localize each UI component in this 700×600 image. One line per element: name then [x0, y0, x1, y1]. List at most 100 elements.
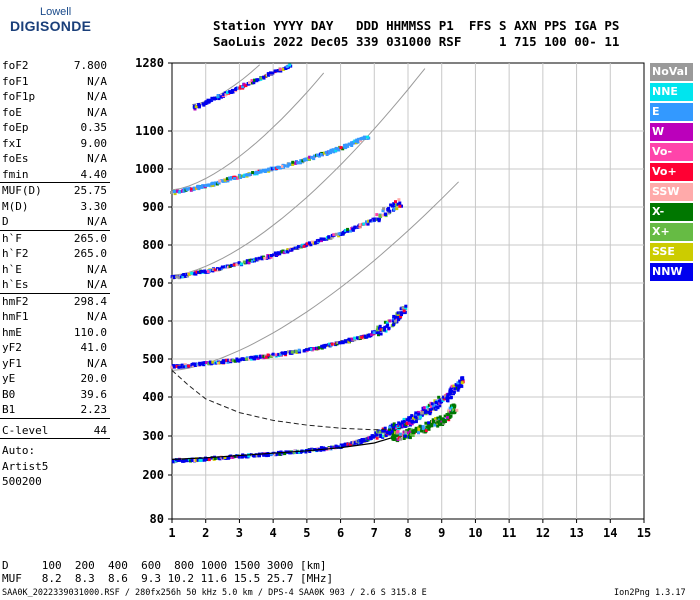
echo-point [298, 350, 301, 354]
x-tick-label: 1 [168, 526, 175, 540]
echo-point [407, 428, 411, 432]
echo-point [237, 455, 241, 459]
echo-point [297, 450, 301, 454]
echo-point [448, 392, 452, 396]
y-tick-label: 80 [150, 512, 164, 526]
echo-point [177, 458, 181, 462]
echo-point [197, 103, 201, 106]
param-row: hmF2 298.4 [0, 294, 110, 310]
echo-point [173, 274, 177, 278]
echo-point [421, 425, 425, 429]
x-tick-label: 7 [371, 526, 378, 540]
echo-point [443, 414, 447, 418]
echo-point [358, 336, 362, 339]
echo-point [258, 454, 261, 458]
echo-point [350, 337, 354, 341]
echo-point [458, 379, 462, 383]
echo-point [344, 143, 348, 147]
echo-point [260, 76, 263, 80]
echo-point [230, 176, 234, 179]
echo-point [230, 263, 234, 267]
echo-point [422, 406, 426, 410]
echo-point [201, 184, 205, 188]
echo-point [262, 75, 265, 79]
echo-point [257, 78, 261, 82]
echo-point [319, 153, 323, 156]
echo-point [393, 206, 397, 210]
echo-point [308, 155, 312, 159]
echo-point [266, 168, 270, 172]
x-tick-label: 12 [536, 526, 550, 540]
echo-point [402, 420, 406, 423]
echo-point [250, 259, 254, 263]
param-name: foF1 [2, 74, 29, 88]
echo-point [424, 429, 428, 433]
echo-point [391, 430, 395, 434]
echo-point [191, 362, 195, 366]
echo-point [287, 350, 290, 354]
echo-point [252, 357, 256, 361]
echo-point [281, 249, 285, 253]
echo-point [221, 456, 225, 460]
echo-point [391, 319, 395, 323]
echo-point [260, 257, 264, 261]
echo-point [272, 166, 276, 170]
legend-item-noval: NoVal [650, 63, 693, 81]
echo-point [430, 402, 434, 406]
echo-point [460, 381, 464, 385]
echo-point [233, 177, 237, 180]
y-tick-label: 900 [142, 200, 164, 214]
echo-point [268, 452, 272, 456]
x-tick-label: 9 [438, 526, 445, 540]
echo-point [252, 81, 256, 85]
echo-point [237, 173, 241, 177]
echo-point [311, 240, 314, 244]
scaled-parameters-panel: foF2 7.800 foF1 N/A foF1p N/A foE N/A foEp 0.35 fx… [0, 58, 110, 490]
echo-point [203, 361, 207, 365]
echo-point [190, 271, 194, 275]
param-name: yE [2, 372, 16, 385]
echo-point [428, 424, 432, 428]
param-value: 2.23 [80, 403, 108, 416]
echo-point [180, 363, 184, 367]
echo-point [263, 256, 267, 260]
echo-point [235, 359, 239, 362]
echo-point [284, 351, 288, 354]
param-name: hmF1 [2, 310, 29, 323]
y-tick-label: 1100 [135, 124, 164, 138]
echo-point [182, 187, 186, 191]
echo-point [251, 171, 255, 174]
param-value: 0.35 [80, 121, 108, 134]
echo-point [217, 456, 221, 460]
echo-point [454, 383, 458, 387]
echo-point [369, 435, 373, 439]
param-value: 265.0 [73, 231, 107, 245]
echo-point [295, 450, 299, 454]
echo-point [279, 450, 283, 454]
echo-point [241, 85, 244, 89]
echo-point [392, 323, 395, 327]
echo-point [226, 265, 230, 269]
echo-point [236, 86, 240, 90]
echo-point [291, 162, 295, 166]
echo-point [394, 200, 397, 204]
echo-point [395, 434, 399, 438]
echo-point [438, 404, 442, 408]
echo-point [204, 458, 207, 462]
echo-point [190, 187, 194, 191]
echo-point [438, 419, 442, 423]
echo-point [200, 185, 204, 189]
echo-point [375, 433, 379, 437]
echo-point [287, 162, 291, 166]
echo-point [216, 94, 220, 97]
param-name: h`F2 [2, 247, 29, 260]
echo-point [437, 395, 441, 399]
echo-point [418, 424, 422, 428]
param-value: 3.30 [80, 199, 108, 213]
echo-point [219, 267, 223, 271]
echo-point [182, 273, 186, 276]
echo-point [250, 355, 254, 359]
echo-point [455, 408, 459, 412]
echo-point [302, 244, 306, 248]
echo-point [440, 397, 444, 401]
